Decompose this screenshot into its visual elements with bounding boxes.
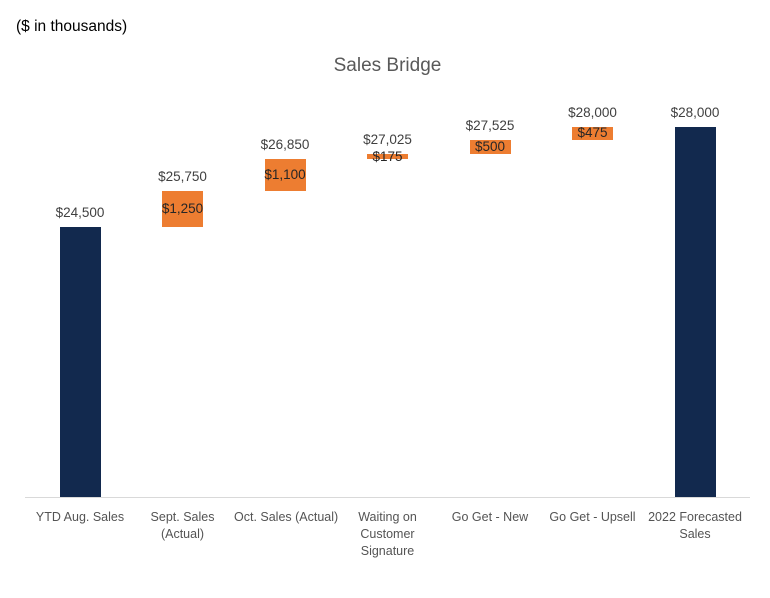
units-note: ($ in thousands) xyxy=(16,18,128,35)
delta-label: $500 xyxy=(474,139,506,155)
cumulative-label: $27,025 xyxy=(363,132,412,148)
delta-label: $1,250 xyxy=(161,200,204,216)
category-label-line: Signature xyxy=(360,544,415,558)
cumulative-label: $25,750 xyxy=(158,168,207,184)
cumulative-label: $28,000 xyxy=(568,104,617,120)
category-label-line: Go Get - New xyxy=(451,510,529,524)
category-label-line: (Actual) xyxy=(160,527,205,541)
cumulative-label: $27,525 xyxy=(465,118,515,134)
delta-label: $1,100 xyxy=(264,167,306,183)
category-label-sept-sales-actual: Sept. Sales (Actual) xyxy=(132,509,234,543)
chart-title: Sales Bridge xyxy=(333,55,442,76)
cumulative-label: $26,850 xyxy=(260,137,310,153)
bar-ytd-aug-sales[interactable] xyxy=(59,226,101,498)
category-label-line: YTD Aug. Sales xyxy=(35,510,125,524)
category-label-go-get-upsell: Go Get - Upsell xyxy=(542,509,644,526)
delta-label: $475 xyxy=(577,125,608,141)
bar-sept-sales-actual[interactable] xyxy=(162,190,203,227)
category-label-line: 2022 Forecasted xyxy=(648,510,742,524)
bar-waiting-on-customer-signature[interactable] xyxy=(367,154,408,160)
category-label-line: Sept. Sales xyxy=(150,510,215,524)
category-label-oct-sales-actual: Oct. Sales (Actual) xyxy=(234,509,339,526)
category-label-2022-forecasted-sales: 2022 Forecasted Sales xyxy=(644,509,746,543)
category-label-go-get-new: Go Get - New xyxy=(439,509,541,526)
category-label-line: Customer xyxy=(360,527,415,541)
bar-go-get-upsell[interactable] xyxy=(572,126,613,141)
cumulative-label: $24,500 xyxy=(55,204,105,220)
category-label-waiting-on-customer-signature: Waiting on Customer Signature xyxy=(337,509,439,560)
x-axis-line xyxy=(25,497,750,498)
category-label-line: Sales xyxy=(679,527,711,541)
category-label-line: Go Get - Upsell xyxy=(549,510,636,524)
category-label-ytd-aug-sales: YTD Aug. Sales xyxy=(29,509,131,526)
category-label-line: Waiting on xyxy=(358,510,417,524)
cumulative-label: $28,000 xyxy=(670,104,720,120)
bar-2022-forecasted-sales[interactable] xyxy=(674,126,716,498)
delta-label: $175 xyxy=(372,148,403,164)
category-label-line: Oct. Sales (Actual) xyxy=(234,510,339,524)
bar-go-get-new[interactable] xyxy=(469,140,511,155)
bar-oct-sales-actual[interactable] xyxy=(264,159,306,191)
